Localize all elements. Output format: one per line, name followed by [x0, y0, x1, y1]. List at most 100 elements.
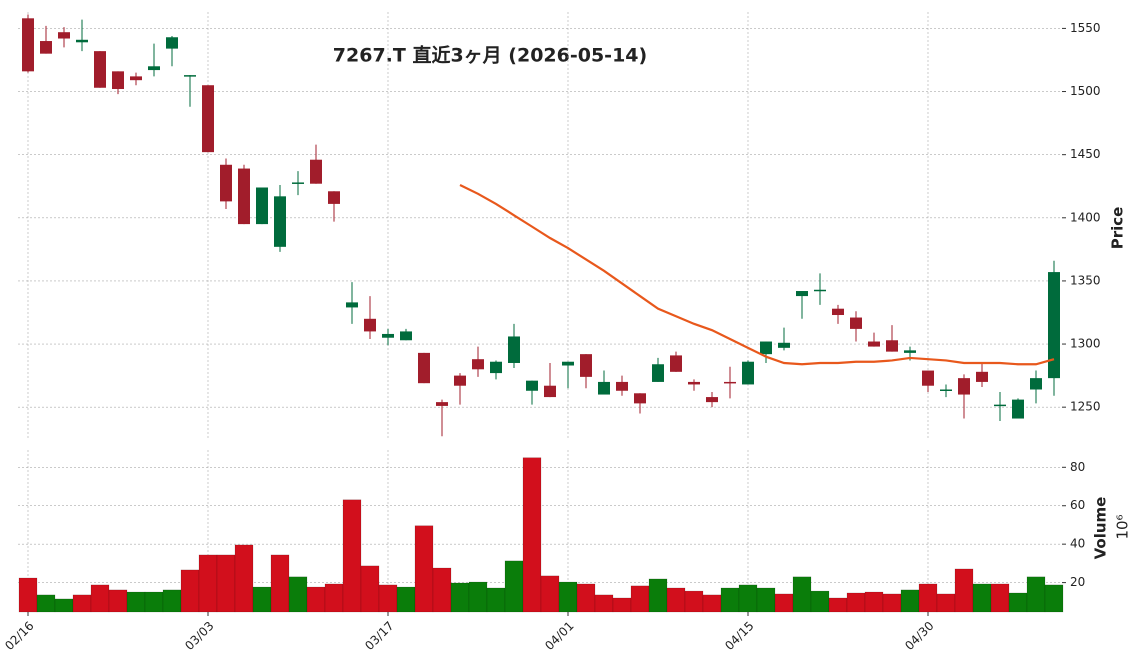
candle-body	[1012, 399, 1024, 419]
moving-average-line	[459, 183, 1055, 366]
candle-body	[166, 37, 178, 49]
candle-body	[490, 361, 502, 374]
volume-bar	[216, 554, 236, 613]
y-tick-label: 1550	[1070, 21, 1101, 35]
candle-body	[994, 404, 1006, 407]
candle-body	[526, 380, 538, 391]
candle-body	[616, 381, 628, 391]
candle-body	[886, 340, 898, 352]
chart-title: 7267.T 直近3ヶ月 (2026-05-14)	[333, 44, 647, 67]
x-tick-label: 03/17	[362, 619, 396, 653]
volume-bar	[1044, 584, 1064, 613]
candle-body	[688, 381, 700, 385]
volume-bar	[324, 583, 344, 613]
y-tick-label: 1250	[1070, 400, 1101, 414]
candle-body	[436, 402, 448, 406]
candle-body	[112, 71, 124, 90]
volume-axis-label: Volume	[1092, 497, 1110, 560]
candle-body	[346, 302, 358, 308]
candle-body	[310, 159, 322, 184]
volume-bar	[630, 585, 650, 613]
y-tick-label: 1400	[1070, 210, 1101, 224]
candle-body	[868, 341, 880, 347]
volume-bar	[198, 554, 218, 613]
volume-bar	[900, 589, 920, 613]
candle-body	[292, 182, 304, 184]
volume-bar	[414, 525, 434, 613]
volume-bar	[486, 587, 506, 613]
y-tick-label: 80	[1070, 460, 1085, 474]
volume-bar	[288, 576, 308, 613]
volume-bar	[720, 587, 740, 613]
volume-bar	[612, 597, 632, 613]
candle-body	[202, 85, 214, 153]
candle-body	[238, 168, 250, 225]
candle-body	[274, 196, 286, 247]
volume-bar	[558, 581, 578, 613]
volume-bar	[828, 597, 848, 613]
candle-body	[598, 381, 610, 395]
volume-bar	[594, 594, 614, 613]
candle-body	[976, 371, 988, 382]
volume-bar	[990, 583, 1010, 613]
volume-bar	[936, 593, 956, 613]
volume-bar	[234, 544, 254, 613]
volume-bar	[108, 589, 128, 613]
volume-bar	[450, 582, 470, 613]
volume-bar	[738, 584, 758, 613]
volume-bar	[576, 583, 596, 613]
candle-body	[1048, 272, 1060, 379]
y-tick-label: 1450	[1070, 147, 1101, 161]
volume-bar	[1008, 592, 1028, 613]
candle-body	[670, 355, 682, 372]
volume-bar	[468, 581, 488, 613]
volume-bar	[954, 568, 974, 613]
candle-body	[472, 359, 484, 370]
volume-bar	[522, 457, 542, 613]
volume-scale-label: 10⁶	[1114, 514, 1132, 539]
volume-bar	[396, 586, 416, 613]
y-tick-label: 1300	[1070, 337, 1101, 351]
candle-body	[130, 76, 142, 81]
candle-body	[742, 361, 754, 385]
price-axis-label: Price	[1109, 207, 1127, 250]
volume-bar	[540, 575, 560, 613]
volume-bar	[72, 594, 92, 613]
volume-bar	[180, 569, 200, 613]
volume-bar	[342, 499, 362, 613]
candle-body	[148, 66, 160, 71]
x-tick-label: 04/15	[722, 619, 756, 653]
volume-bar	[702, 594, 722, 613]
volume-bar	[882, 593, 902, 613]
candle-body	[958, 378, 970, 395]
candle-body	[328, 191, 340, 204]
candle-body	[508, 336, 520, 363]
candle-body	[58, 32, 70, 39]
candle-body	[400, 331, 412, 341]
volume-bar	[144, 591, 164, 613]
y-tick-label: 1350	[1070, 273, 1101, 287]
candle-body	[94, 51, 106, 88]
candle-body	[634, 393, 646, 404]
candle-body	[778, 342, 790, 348]
candle-body	[814, 289, 826, 292]
y-tick-label: 60	[1070, 498, 1085, 512]
volume-bar	[846, 592, 866, 613]
candle-body	[724, 381, 736, 384]
x-tick-label: 04/01	[542, 619, 576, 653]
candle-body	[832, 308, 844, 316]
volume-bar	[504, 560, 524, 613]
x-tick-label: 02/16	[2, 619, 36, 653]
candle-body	[562, 361, 574, 366]
volume-bar	[666, 587, 686, 613]
candle-body	[922, 370, 934, 386]
candle-body	[22, 18, 34, 72]
volume-bar	[918, 583, 938, 613]
volume-bar	[378, 584, 398, 613]
candle-body	[454, 375, 466, 386]
candle-body	[850, 317, 862, 329]
y-tick-label: 20	[1070, 575, 1085, 589]
volume-bar	[162, 589, 182, 613]
volume-bar	[54, 598, 74, 613]
